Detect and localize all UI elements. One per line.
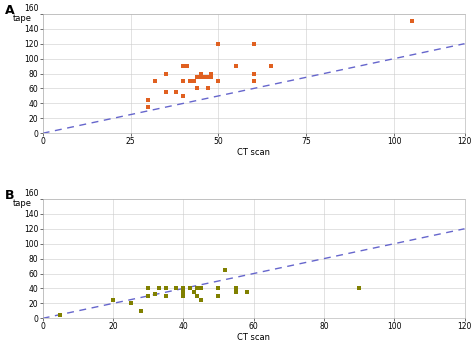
Point <box>215 293 222 299</box>
Point <box>193 293 201 299</box>
Point <box>355 286 363 291</box>
Point <box>208 71 215 76</box>
Text: B: B <box>5 189 14 202</box>
Point <box>197 71 205 76</box>
Point <box>215 41 222 46</box>
Point <box>222 267 229 273</box>
Point <box>180 78 187 84</box>
Point <box>208 74 215 80</box>
Point <box>250 41 257 46</box>
Point <box>155 286 163 291</box>
Point <box>186 286 194 291</box>
Point <box>56 312 64 317</box>
Point <box>180 286 187 291</box>
Point <box>127 301 134 306</box>
Point <box>204 86 212 91</box>
Text: 160: 160 <box>24 4 38 13</box>
Point <box>186 78 194 84</box>
Point <box>190 78 198 84</box>
Point <box>173 286 180 291</box>
Point <box>144 104 152 110</box>
Point <box>144 293 152 299</box>
Point <box>197 286 205 291</box>
Point <box>250 71 257 76</box>
Point <box>197 74 205 80</box>
Point <box>162 89 170 95</box>
Point <box>180 293 187 299</box>
X-axis label: CT scan: CT scan <box>237 148 270 157</box>
Point <box>201 74 208 80</box>
Text: tape: tape <box>13 14 32 23</box>
Point <box>180 290 187 295</box>
Point <box>193 86 201 91</box>
Point <box>190 290 198 295</box>
Point <box>186 286 194 291</box>
Point <box>144 286 152 291</box>
Point <box>151 292 159 297</box>
Point <box>193 286 201 291</box>
Point <box>215 78 222 84</box>
Point <box>197 297 205 302</box>
Point <box>243 290 250 295</box>
Point <box>151 78 159 84</box>
Point <box>215 286 222 291</box>
Point <box>186 78 194 84</box>
X-axis label: CT scan: CT scan <box>237 333 270 342</box>
Point <box>173 89 180 95</box>
Point <box>137 308 145 313</box>
Text: 160: 160 <box>24 189 38 198</box>
Point <box>204 74 212 80</box>
Point <box>197 74 205 80</box>
Point <box>232 63 240 69</box>
Point <box>180 286 187 291</box>
Point <box>250 78 257 84</box>
Point <box>408 19 416 24</box>
Point <box>180 286 187 291</box>
Point <box>109 297 117 302</box>
Point <box>144 97 152 102</box>
Point <box>201 74 208 80</box>
Point <box>162 293 170 299</box>
Point <box>186 286 194 291</box>
Point <box>232 286 240 291</box>
Point <box>197 71 205 76</box>
Text: tape: tape <box>13 199 32 208</box>
Point <box>144 293 152 299</box>
Point <box>162 286 170 291</box>
Point <box>267 63 275 69</box>
Point <box>193 74 201 80</box>
Point <box>197 286 205 291</box>
Point <box>162 71 170 76</box>
Point <box>183 63 191 69</box>
Point <box>180 63 187 69</box>
Point <box>232 290 240 295</box>
Text: A: A <box>5 4 14 17</box>
Point <box>180 93 187 99</box>
